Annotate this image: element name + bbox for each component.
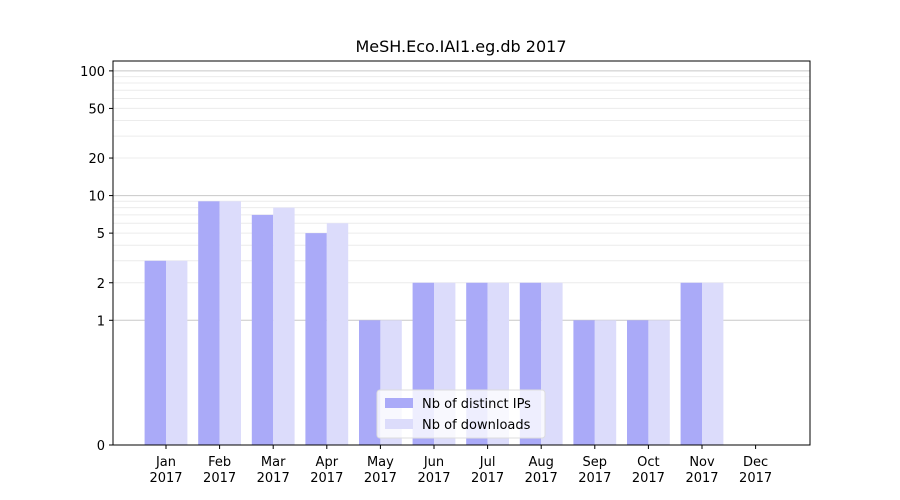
x-tick-label-month: Mar [261,455,286,470]
legend-swatch [385,398,413,408]
x-tick-label-month: Feb [208,455,231,470]
x-tick-label-month: May [367,455,394,470]
x-tick-label-month: Apr [316,455,339,470]
bar-downloads [326,223,349,445]
bar-downloads [166,260,188,445]
x-axis: Jan2017Feb2017Mar2017Apr2017May2017Jun20… [149,445,772,486]
bar-downloads [273,207,295,445]
bar-distinct-ips [144,260,166,445]
y-tick-label: 5 [97,227,105,242]
legend-swatch [385,419,413,429]
x-tick-label-year: 2017 [203,471,236,486]
legend-label: Nb of downloads [422,418,531,433]
y-tick-label: 10 [88,190,105,205]
y-tick-label: 100 [80,65,105,80]
x-tick-label-year: 2017 [471,471,504,486]
bar-distinct-ips [359,320,381,445]
bar-distinct-ips [573,320,595,445]
x-tick-label-month: Dec [743,455,768,470]
bar-downloads [702,282,724,445]
legend: Nb of distinct IPs Nb of downloads [376,389,546,439]
x-tick-label-month: Jun [423,455,444,470]
chart-title: MeSH.Eco.IAI1.eg.db 2017 [356,37,567,56]
plot-area [112,60,811,446]
y-tick-label: 50 [88,102,105,117]
bar-distinct-ips [627,320,649,445]
bar-downloads [219,201,241,445]
x-tick-label-year: 2017 [364,471,397,486]
bar-downloads [541,282,563,445]
x-tick-label-year: 2017 [257,471,290,486]
x-tick-label-year: 2017 [310,471,343,486]
legend-label: Nb of distinct IPs [422,397,531,412]
x-tick-label-year: 2017 [578,471,611,486]
y-tick-label: 2 [97,277,105,292]
x-tick-label-year: 2017 [632,471,665,486]
x-tick-label-month: Jul [479,455,496,470]
bar-downloads [594,320,617,445]
x-tick-label-month: Oct [637,455,659,470]
x-tick-label-month: Jan [155,455,176,470]
bar-distinct-ips [198,201,220,445]
y-tick-label: 1 [97,314,105,329]
bar-distinct-ips [305,233,327,445]
x-tick-label-year: 2017 [417,471,450,486]
x-tick-label-year: 2017 [739,471,772,486]
x-tick-label-year: 2017 [149,471,182,486]
x-tick-label-month: Aug [529,455,554,470]
y-tick-label: 20 [88,152,105,167]
x-tick-label-month: Nov [689,455,715,470]
bar-downloads [648,320,670,445]
x-tick-label-year: 2017 [685,471,718,486]
x-tick-label-year: 2017 [525,471,558,486]
x-tick-label-month: Sep [583,455,608,470]
bar-distinct-ips [680,282,702,445]
y-tick-label: 0 [97,439,105,454]
bar-distinct-ips [251,214,274,445]
legend-box [376,389,546,439]
y-axis: 0 1 2 5 10 20 50 100 [80,65,113,454]
